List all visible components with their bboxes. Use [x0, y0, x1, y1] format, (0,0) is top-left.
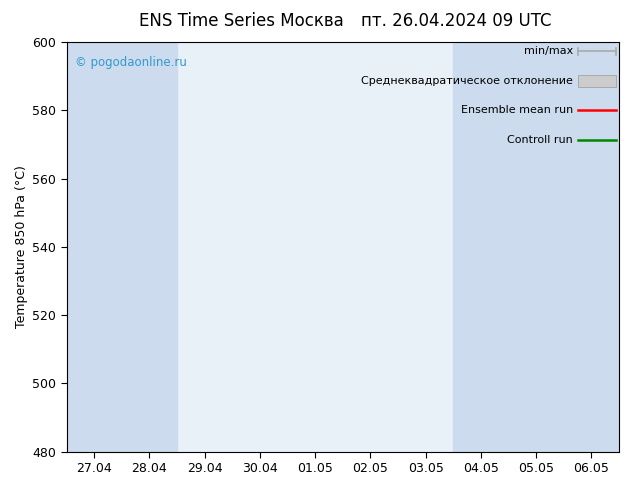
Bar [67, 42, 122, 452]
Bar [122, 42, 177, 452]
Bar [508, 42, 564, 452]
Bar [564, 42, 619, 452]
Y-axis label: Temperature 850 hPa (°С): Temperature 850 hPa (°С) [15, 166, 28, 328]
Text: ENS Time Series Москва: ENS Time Series Москва [139, 12, 343, 30]
Text: Среднеквадратическое отклонение: Среднеквадратическое отклонение [361, 75, 573, 86]
Text: пт. 26.04.2024 09 UTC: пт. 26.04.2024 09 UTC [361, 12, 552, 30]
Text: © pogodaonline.ru: © pogodaonline.ru [75, 56, 187, 70]
Text: Controll run: Controll run [507, 135, 573, 145]
Text: min/max: min/max [524, 46, 573, 56]
Bar [453, 42, 508, 452]
FancyBboxPatch shape [578, 75, 616, 87]
Text: Ensemble mean run: Ensemble mean run [461, 105, 573, 115]
